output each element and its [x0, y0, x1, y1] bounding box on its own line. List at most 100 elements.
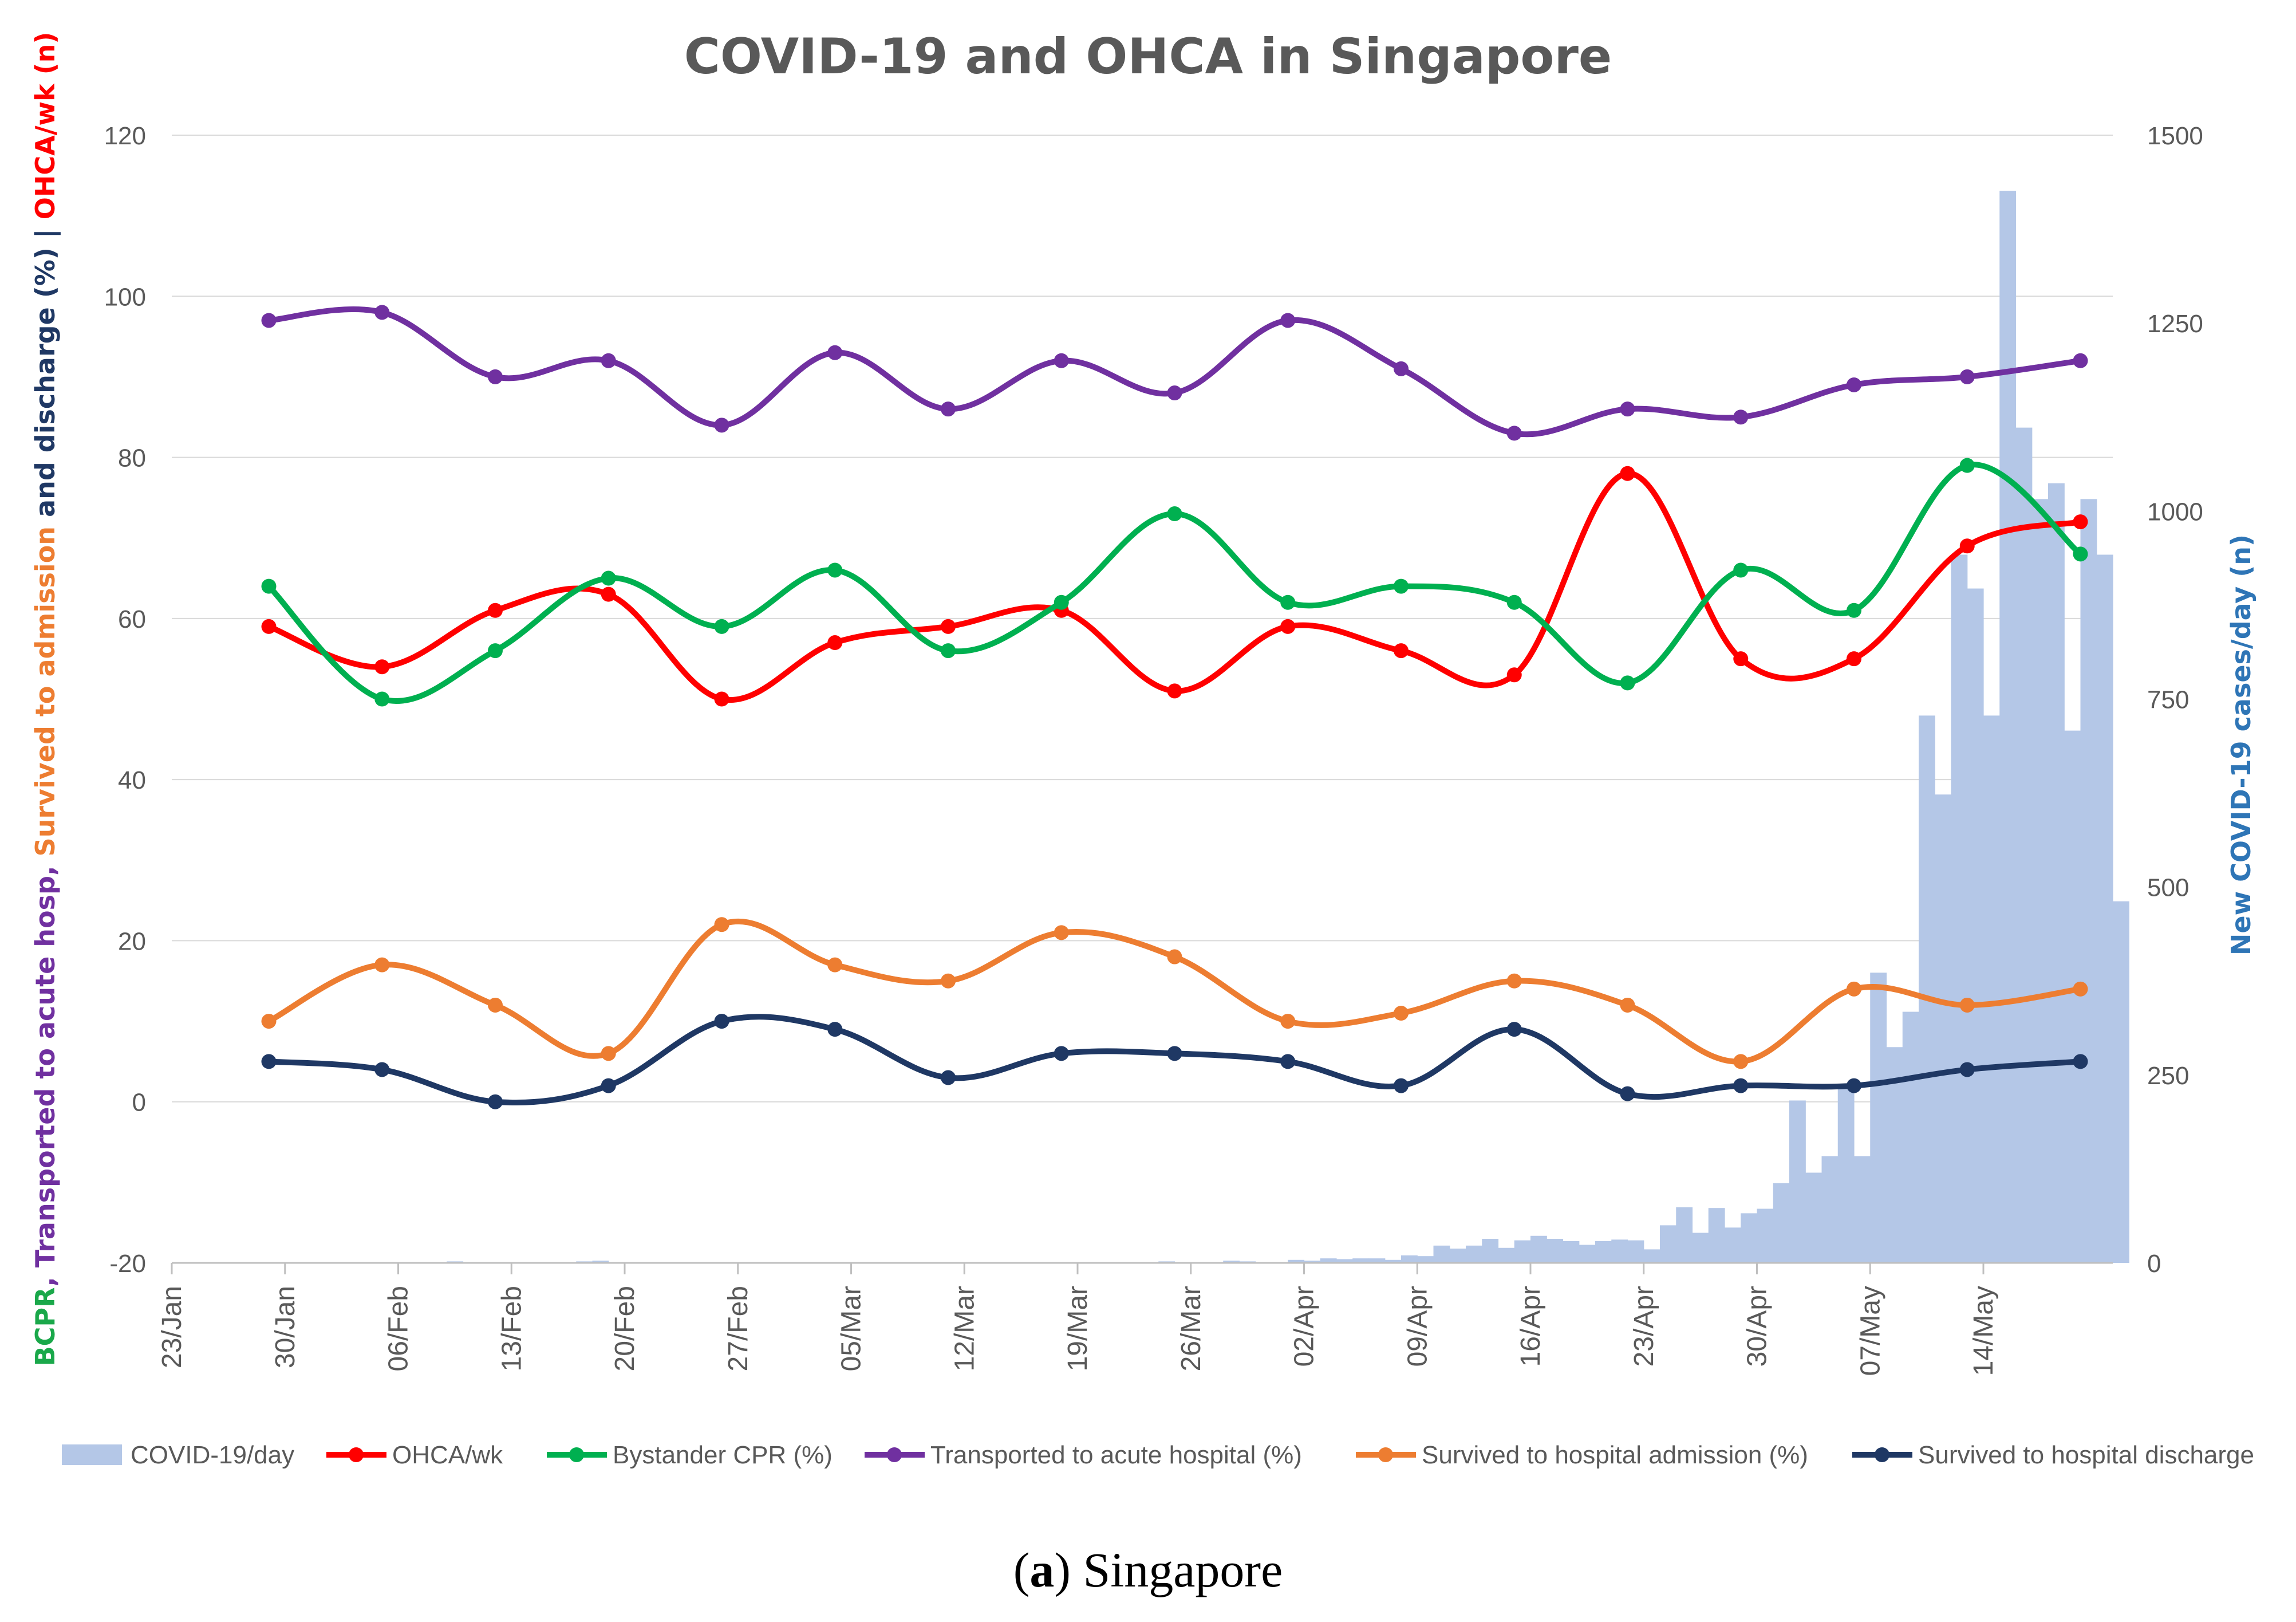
x-tick-label: 12/Mar [949, 1286, 980, 1371]
bar-covid-day [1417, 1256, 1434, 1263]
point-transported-to-acute-hospital [1054, 353, 1069, 368]
point-transported-to-acute-hospital [1506, 426, 1522, 441]
point-survived-to-hospital-discharge [1506, 1022, 1522, 1037]
x-tick-label: 06/Feb [384, 1286, 414, 1371]
point-ohca-wk [1506, 667, 1522, 683]
point-transported-to-acute-hospital [2073, 353, 2088, 368]
bar-covid-day [1401, 1255, 1418, 1263]
point-bystander-cpr [1620, 675, 1635, 691]
x-tick-label: 14/May [1968, 1286, 1999, 1376]
x-tick-label: 26/Mar [1176, 1286, 1206, 1371]
bar-covid-day [2048, 483, 2065, 1263]
y-left-tick-label: 100 [104, 283, 146, 311]
bar-covid-day [1692, 1233, 1709, 1263]
point-survived-to-hospital-admission [1280, 1014, 1296, 1029]
legend-marker-survived-to-hospital-discharge [1875, 1447, 1889, 1462]
point-transported-to-acute-hospital [1394, 361, 1409, 376]
bar-covid-day [1660, 1225, 1676, 1263]
bar-covid-day [1595, 1241, 1612, 1263]
bar-covid-day [1870, 973, 1887, 1263]
point-survived-to-hospital-discharge [1394, 1078, 1409, 1093]
point-survived-to-hospital-admission [1847, 981, 1861, 997]
legend-marker-transported-to-acute-hospital [887, 1447, 902, 1462]
point-transported-to-acute-hospital [1167, 385, 1182, 401]
point-transported-to-acute-hospital [1733, 410, 1749, 425]
point-ohca-wk [1280, 619, 1296, 634]
caption-letter: a [1029, 1542, 1054, 1597]
bar-covid-day [1805, 1172, 1822, 1263]
point-ohca-wk [261, 619, 277, 634]
point-bystander-cpr [827, 562, 843, 578]
point-survived-to-hospital-admission [1506, 973, 1522, 989]
y-left-tick-label: 20 [118, 927, 146, 955]
point-transported-to-acute-hospital [827, 345, 843, 360]
point-bystander-cpr [714, 619, 729, 634]
y-left-label-part: OHCA/wk (n) [30, 32, 61, 220]
legend-label-transported-to-acute-hospital: Transported to acute hospital (%) [930, 1441, 1302, 1469]
point-survived-to-hospital-admission [1620, 997, 1635, 1013]
point-transported-to-acute-hospital [1847, 377, 1861, 392]
point-ohca-wk [1847, 651, 1861, 667]
y-right-tick-label: 1250 [2147, 310, 2203, 338]
legend-label-survived-to-hospital-discharge: Survived to hospital discharge [1918, 1441, 2254, 1469]
point-bystander-cpr [488, 643, 503, 659]
y-left-label-part: Transported to acute hosp [30, 876, 61, 1267]
point-survived-to-hospital-admission [1054, 925, 1069, 940]
y-left-tick-label: 0 [132, 1089, 146, 1117]
bar-covid-day [1821, 1156, 1839, 1263]
figure-caption: (a) Singapore [1013, 1542, 1283, 1597]
y-left-tick-label: -20 [109, 1250, 146, 1278]
bar-covid-day [1951, 554, 1968, 1263]
point-ohca-wk [2073, 514, 2088, 530]
bar-covid-day [1498, 1247, 1515, 1263]
bar-covid-day [2080, 499, 2097, 1263]
caption-paren-close: ) [1054, 1542, 1083, 1597]
y-left-tick-label: 80 [118, 444, 146, 473]
x-tick-label: 16/Apr [1516, 1286, 1546, 1367]
bar-covid-day [1336, 1259, 1353, 1263]
bar-covid-day [1837, 1088, 1855, 1263]
bar-covid-day [1320, 1258, 1337, 1263]
point-bystander-cpr [1733, 562, 1749, 578]
bar-covid-day [2031, 499, 2049, 1263]
point-survived-to-hospital-admission [827, 957, 843, 973]
point-survived-to-hospital-admission [714, 917, 729, 932]
x-tick-label: 19/Mar [1063, 1286, 1093, 1371]
point-ohca-wk [1733, 651, 1749, 667]
bar-covid-day [1433, 1245, 1450, 1263]
y-right-tick-label: 750 [2147, 686, 2189, 714]
point-ohca-wk [714, 691, 729, 707]
bar-covid-day [1352, 1258, 1370, 1263]
bar-covid-day [1530, 1235, 1547, 1263]
line-transported-to-acute-hospital [266, 306, 2084, 438]
point-transported-to-acute-hospital [601, 353, 616, 368]
x-tick-label: 27/Feb [723, 1286, 754, 1371]
point-ohca-wk [1394, 643, 1409, 659]
y-left-label-part: BCPR [30, 1287, 61, 1367]
x-tick-label: 02/Apr [1289, 1286, 1320, 1367]
y-axis-left-label: BCPR, Transported to acute hosp, Survive… [30, 32, 61, 1367]
point-bystander-cpr [1847, 603, 1861, 618]
point-ohca-wk [1620, 466, 1635, 481]
bar-covid-day [1547, 1238, 1564, 1263]
bar-covid-day [1676, 1207, 1693, 1263]
point-survived-to-hospital-discharge [261, 1054, 277, 1069]
point-transported-to-acute-hospital [714, 418, 729, 433]
bar-covid-day [1967, 588, 1984, 1263]
point-transported-to-acute-hospital [488, 369, 503, 384]
point-bystander-cpr [1394, 578, 1409, 594]
bar-covid-day [1563, 1241, 1580, 1263]
point-bystander-cpr [2073, 546, 2088, 562]
point-survived-to-hospital-discharge [1959, 1062, 1975, 1077]
point-survived-to-hospital-discharge [1054, 1046, 1069, 1061]
point-survived-to-hospital-discharge [1280, 1054, 1296, 1069]
x-tick-label: 13/Feb [496, 1286, 527, 1371]
legend-label-covid-19-day: COVID-19/day [131, 1441, 294, 1469]
x-tick-label: 07/May [1855, 1286, 1885, 1376]
point-ohca-wk [601, 586, 616, 602]
point-survived-to-hospital-discharge [1620, 1086, 1635, 1101]
point-bystander-cpr [1506, 595, 1522, 610]
bar-covid-day [1773, 1183, 1790, 1263]
point-bystander-cpr [1054, 595, 1069, 610]
